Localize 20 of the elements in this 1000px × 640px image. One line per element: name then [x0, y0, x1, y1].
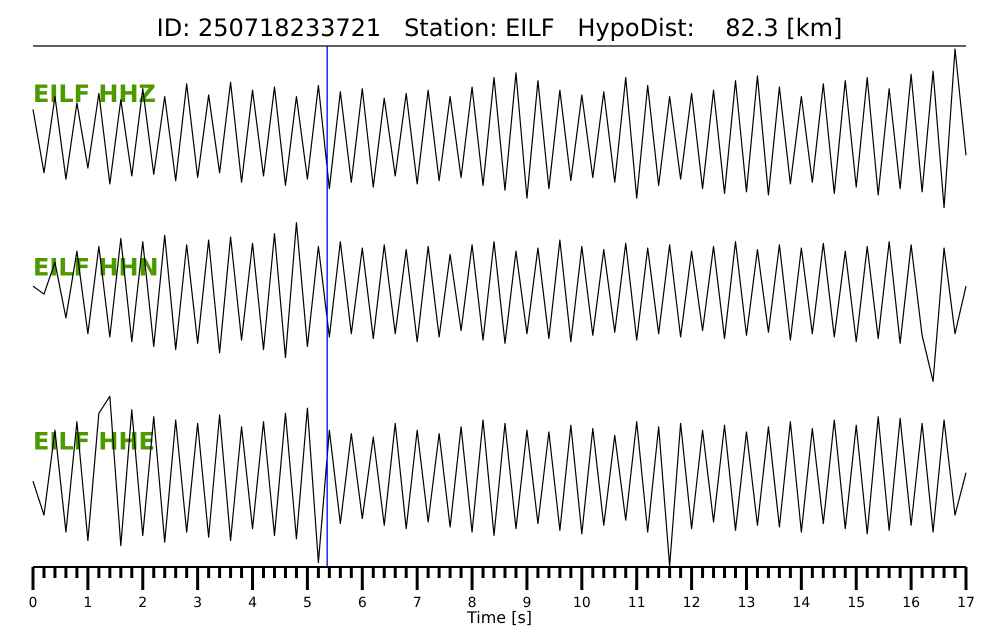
x-tick-label: 15	[847, 595, 866, 611]
chart-title: ID: 250718233721 Station: EILF HypoDist: 82.3 [km]	[156, 14, 842, 42]
x-tick-label: 14	[792, 595, 810, 611]
x-tick-label: 5	[302, 595, 312, 611]
x-tick-label: 12	[682, 595, 700, 611]
x-tick-label: 10	[572, 595, 591, 611]
x-tick-label: 16	[902, 595, 920, 611]
x-tick-label: 7	[412, 595, 422, 611]
x-tick-label: 9	[522, 595, 532, 611]
x-axis-title: Time [s]	[466, 608, 532, 627]
x-tick-label: 1	[83, 595, 92, 611]
x-tick-label: 2	[138, 595, 148, 611]
x-tick-label: 8	[468, 595, 477, 611]
x-tick-label: 13	[738, 595, 756, 611]
x-tick-label: 3	[193, 595, 202, 611]
x-tick-label: 17	[957, 595, 975, 611]
x-tick-label: 4	[248, 595, 258, 611]
x-tick-label: 6	[358, 595, 367, 611]
x-tick-label: 0	[28, 595, 38, 611]
x-tick-label: 11	[628, 595, 646, 611]
